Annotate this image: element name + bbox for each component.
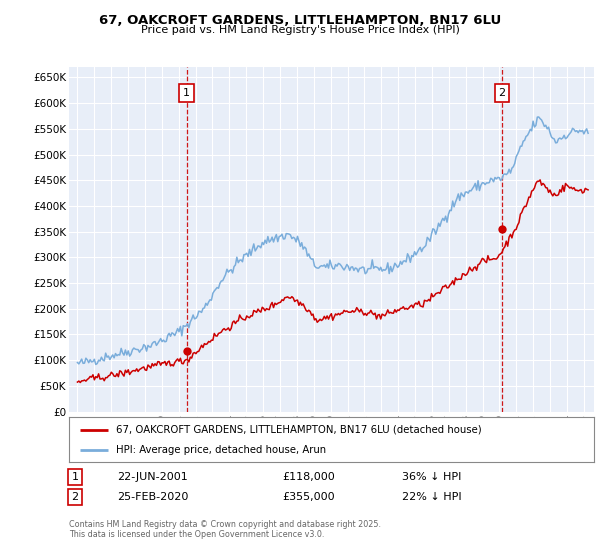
- Text: Price paid vs. HM Land Registry's House Price Index (HPI): Price paid vs. HM Land Registry's House …: [140, 25, 460, 35]
- Text: 1: 1: [71, 472, 79, 482]
- Text: 22% ↓ HPI: 22% ↓ HPI: [402, 492, 461, 502]
- Text: 67, OAKCROFT GARDENS, LITTLEHAMPTON, BN17 6LU: 67, OAKCROFT GARDENS, LITTLEHAMPTON, BN1…: [99, 14, 501, 27]
- Text: 67, OAKCROFT GARDENS, LITTLEHAMPTON, BN17 6LU (detached house): 67, OAKCROFT GARDENS, LITTLEHAMPTON, BN1…: [116, 424, 482, 435]
- Text: £355,000: £355,000: [282, 492, 335, 502]
- Text: £118,000: £118,000: [282, 472, 335, 482]
- Text: 1: 1: [183, 88, 190, 98]
- Text: 22-JUN-2001: 22-JUN-2001: [117, 472, 188, 482]
- Text: 2: 2: [499, 88, 506, 98]
- Text: Contains HM Land Registry data © Crown copyright and database right 2025.
This d: Contains HM Land Registry data © Crown c…: [69, 520, 381, 539]
- Text: 2: 2: [71, 492, 79, 502]
- Text: 25-FEB-2020: 25-FEB-2020: [117, 492, 188, 502]
- Text: 36% ↓ HPI: 36% ↓ HPI: [402, 472, 461, 482]
- Text: HPI: Average price, detached house, Arun: HPI: Average price, detached house, Arun: [116, 445, 326, 455]
